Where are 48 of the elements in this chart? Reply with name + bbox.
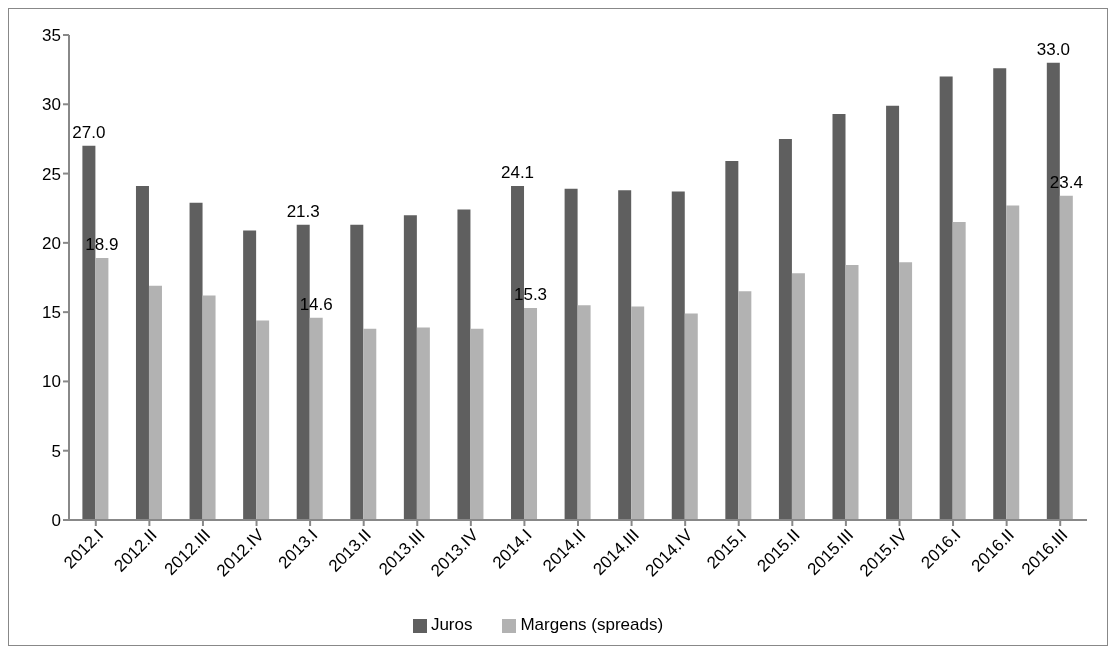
data-label: 27.0 <box>72 122 106 142</box>
bar <box>564 188 578 520</box>
bar <box>845 265 859 520</box>
y-tick-label: 10 <box>42 372 61 392</box>
bar <box>363 328 377 520</box>
bar <box>993 68 1007 520</box>
bar <box>618 190 632 520</box>
bar <box>671 191 685 520</box>
bar <box>832 113 846 520</box>
y-tick-label: 5 <box>51 441 61 461</box>
bar <box>899 262 913 520</box>
y-tick-label: 35 <box>42 26 61 46</box>
y-tick-label: 0 <box>51 511 61 531</box>
y-tick-label: 25 <box>42 164 61 184</box>
bar <box>778 138 792 520</box>
bar <box>403 215 417 520</box>
y-tick-label: 30 <box>42 95 61 115</box>
bar <box>524 307 538 520</box>
bar <box>684 313 698 520</box>
bar <box>416 327 430 520</box>
bar <box>202 295 216 520</box>
bar <box>309 317 323 520</box>
bar <box>189 202 203 520</box>
bar <box>95 258 109 520</box>
bar <box>738 291 752 520</box>
bar <box>470 328 484 520</box>
y-tick-label: 20 <box>42 233 61 253</box>
bar <box>1059 195 1073 520</box>
y-tick-label: 15 <box>42 303 61 323</box>
legend-label: Juros <box>430 615 473 634</box>
bar <box>577 305 591 520</box>
legend-label: Margens (spreads) <box>520 615 664 634</box>
data-label: 33.0 <box>1036 39 1070 59</box>
bar <box>256 320 270 520</box>
bar <box>631 306 645 520</box>
bar <box>148 285 162 520</box>
bar <box>350 224 364 520</box>
bar <box>725 161 739 520</box>
bar <box>886 105 900 520</box>
bar <box>1006 205 1020 520</box>
bar <box>952 222 966 520</box>
bar <box>791 273 805 520</box>
bar <box>135 186 149 520</box>
bar <box>243 230 257 520</box>
data-label: 21.3 <box>286 201 320 221</box>
bar <box>457 209 471 520</box>
bar <box>939 76 953 520</box>
data-label: 24.1 <box>500 163 535 183</box>
